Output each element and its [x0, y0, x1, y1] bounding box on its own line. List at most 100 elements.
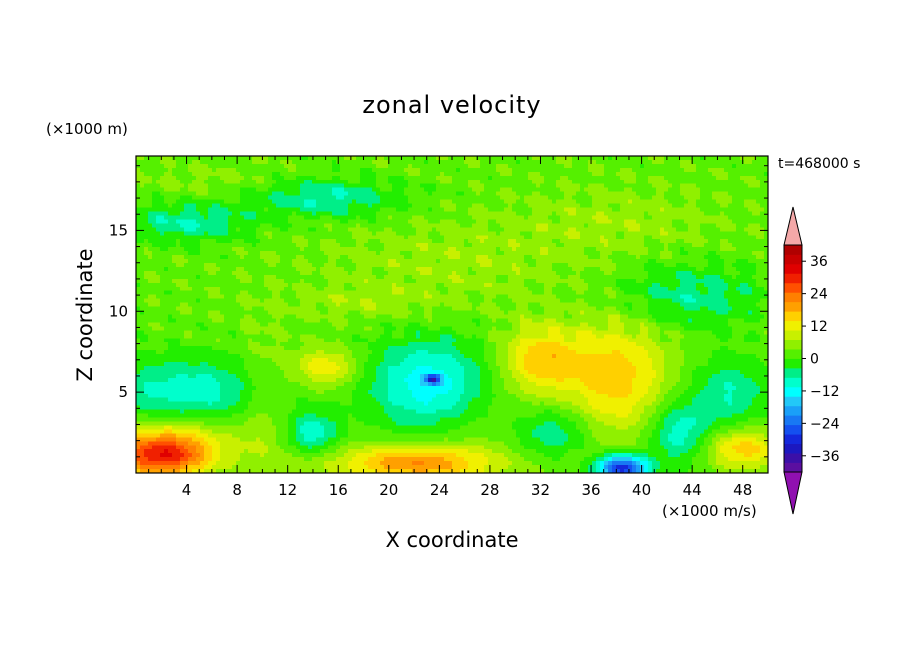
- field-cell: [148, 362, 153, 367]
- field-cell: [252, 449, 257, 454]
- field-cell: [220, 362, 225, 367]
- field-cell: [176, 397, 181, 403]
- field-cell: [292, 453, 297, 458]
- field-cell: [252, 453, 257, 458]
- field-cell: [172, 262, 177, 268]
- field-cell: [188, 373, 193, 379]
- field-cell: [308, 334, 313, 339]
- field-cell: [152, 207, 157, 213]
- field-cell: [172, 369, 177, 375]
- field-cell: [200, 425, 205, 431]
- field-cell: [380, 433, 385, 438]
- field-cell: [240, 243, 245, 248]
- field-cell: [276, 425, 281, 431]
- field-cell: [268, 330, 273, 335]
- field-cell: [276, 413, 281, 419]
- field-cell: [292, 417, 297, 423]
- field-cell: [292, 425, 297, 431]
- field-cell: [372, 195, 377, 201]
- field-cell: [304, 409, 309, 415]
- field-cell: [336, 286, 341, 292]
- field-cell: [236, 191, 241, 197]
- field-cell: [340, 441, 345, 446]
- field-cell: [300, 231, 305, 236]
- field-cell: [196, 251, 201, 256]
- field-cell: [272, 453, 277, 458]
- field-cell: [352, 262, 357, 268]
- field-cell: [380, 306, 385, 312]
- field-cell: [304, 389, 309, 395]
- field-cell: [244, 171, 249, 177]
- field-cell: [144, 239, 149, 244]
- field-cell: [288, 211, 293, 217]
- field-cell: [136, 247, 141, 252]
- field-cell: [368, 306, 373, 312]
- field-cell: [364, 274, 369, 280]
- field-cell: [264, 469, 269, 473]
- field-cell: [300, 318, 305, 324]
- field-cell: [140, 191, 145, 197]
- field-cell: [168, 171, 173, 177]
- field-cell: [260, 231, 265, 236]
- field-cell: [344, 191, 349, 197]
- field-cell: [152, 385, 157, 391]
- field-cell: [376, 369, 381, 375]
- field-cell: [320, 223, 325, 228]
- field-cell: [356, 362, 361, 367]
- field-cell: [300, 171, 305, 177]
- field-cell: [192, 354, 197, 359]
- field-cell: [180, 461, 185, 466]
- field-cell: [140, 282, 145, 288]
- field-cell: [268, 334, 273, 339]
- field-cell: [164, 318, 169, 324]
- field-cell: [244, 405, 249, 411]
- field-cell: [308, 167, 313, 173]
- field-cell: [348, 306, 353, 312]
- field-cell: [236, 286, 241, 292]
- field-cell: [184, 334, 189, 339]
- field-cell: [368, 334, 373, 339]
- field-cell: [356, 302, 361, 308]
- field-cell: [152, 362, 157, 367]
- field-cell: [248, 247, 253, 252]
- field-cell: [272, 199, 277, 205]
- field-cell: [320, 421, 325, 427]
- field-cell: [240, 389, 245, 395]
- field-cell: [284, 290, 289, 296]
- field-cell: [360, 429, 365, 434]
- field-cell: [252, 191, 257, 197]
- field-cell: [180, 413, 185, 419]
- field-cell: [220, 417, 225, 423]
- field-cell: [180, 449, 185, 454]
- field-cell: [344, 346, 349, 351]
- field-cell: [216, 215, 221, 220]
- field-cell: [164, 405, 169, 411]
- field-cell: [348, 219, 353, 224]
- field-cell: [316, 227, 321, 232]
- field-cell: [236, 223, 241, 228]
- field-cell: [312, 255, 317, 260]
- field-cell: [184, 441, 189, 446]
- field-cell: [284, 187, 289, 193]
- field-cell: [316, 211, 321, 217]
- field-cell: [360, 393, 365, 399]
- field-cell: [172, 278, 177, 284]
- field-cell: [168, 235, 173, 240]
- field-cell: [140, 215, 145, 220]
- field-cell: [204, 314, 209, 320]
- field-cell: [344, 266, 349, 272]
- field-cell: [380, 330, 385, 335]
- field-cell: [216, 282, 221, 288]
- field-cell: [208, 326, 213, 331]
- field-cell: [268, 377, 273, 383]
- field-cell: [372, 187, 377, 193]
- field-cell: [148, 334, 153, 339]
- field-cell: [312, 215, 317, 220]
- field-cell: [216, 243, 221, 248]
- field-cell: [208, 425, 213, 431]
- field-cell: [200, 266, 205, 272]
- field-cell: [156, 159, 161, 165]
- field-cell: [208, 231, 213, 236]
- field-cell: [164, 377, 169, 383]
- field-cell: [212, 322, 217, 327]
